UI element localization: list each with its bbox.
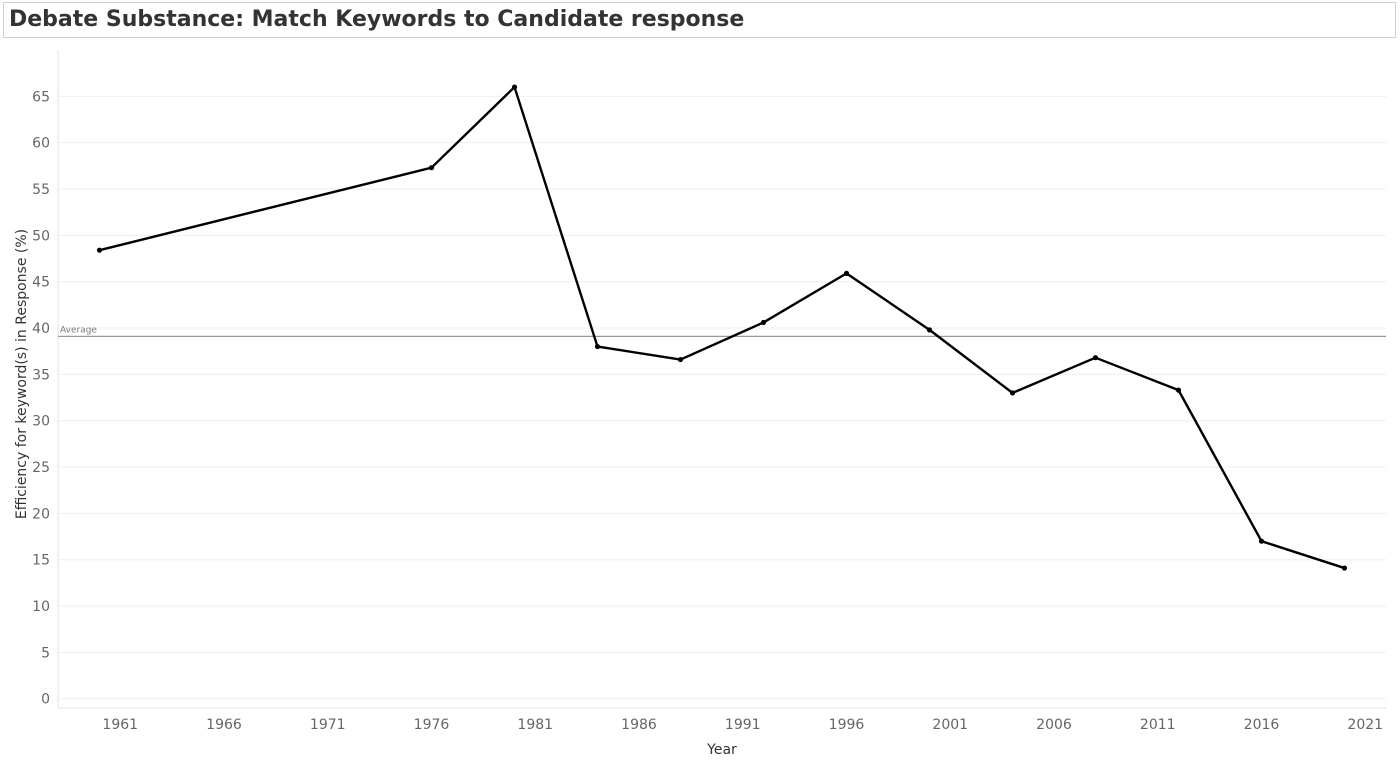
y-tick-label: 10 bbox=[32, 599, 50, 615]
data-point bbox=[677, 356, 684, 363]
data-point bbox=[926, 327, 933, 333]
y-tick-label: 50 bbox=[32, 228, 50, 244]
x-tick-label: 2006 bbox=[1036, 717, 1072, 733]
y-tick-label: 20 bbox=[32, 506, 50, 522]
data-point bbox=[760, 319, 767, 326]
data-point bbox=[511, 84, 518, 90]
data-point bbox=[843, 270, 850, 276]
y-tick-label: 5 bbox=[41, 645, 50, 661]
y-tick-label: 30 bbox=[32, 414, 50, 430]
y-tick-label: 40 bbox=[32, 321, 50, 337]
x-tick-label: 2016 bbox=[1244, 717, 1280, 733]
x-tick-label: 1981 bbox=[517, 717, 553, 733]
y-tick-label: 45 bbox=[32, 275, 50, 291]
y-tick-label: 65 bbox=[32, 89, 50, 105]
x-tick-label: 1991 bbox=[725, 717, 761, 733]
data-point bbox=[1258, 538, 1265, 544]
y-tick-label: 60 bbox=[32, 136, 50, 152]
data-point bbox=[1175, 387, 1182, 393]
y-tick-label: 55 bbox=[32, 182, 50, 198]
x-tick-label: 2011 bbox=[1140, 717, 1176, 733]
x-tick-label: 1971 bbox=[310, 717, 346, 733]
x-tick-label: 2001 bbox=[932, 717, 968, 733]
y-tick-label: 25 bbox=[32, 460, 50, 476]
x-axis-title: Year bbox=[706, 742, 737, 758]
data-point bbox=[1341, 565, 1348, 571]
y-axis-title: Efficiency for keyword(s) in Response (%… bbox=[14, 229, 30, 519]
data-point bbox=[1092, 355, 1099, 361]
data-point bbox=[96, 247, 103, 253]
title-bar: Debate Substance: Match Keywords to Cand… bbox=[3, 2, 1396, 38]
x-tick-label: 2021 bbox=[1347, 717, 1383, 733]
y-tick-label: 35 bbox=[32, 367, 50, 383]
y-tick-label: 0 bbox=[41, 692, 50, 708]
average-label: Average bbox=[60, 325, 97, 335]
x-tick-label: 1996 bbox=[829, 717, 865, 733]
y-tick-label: 15 bbox=[32, 553, 50, 569]
data-point bbox=[594, 343, 601, 350]
data-point bbox=[428, 165, 435, 171]
x-tick-label: 1966 bbox=[206, 717, 242, 733]
x-tick-label: 1986 bbox=[621, 717, 657, 733]
chart-title: Debate Substance: Match Keywords to Cand… bbox=[9, 7, 745, 32]
x-tick-label: 1976 bbox=[414, 717, 450, 733]
data-point bbox=[1009, 390, 1016, 396]
x-tick-label: 1961 bbox=[102, 717, 138, 733]
